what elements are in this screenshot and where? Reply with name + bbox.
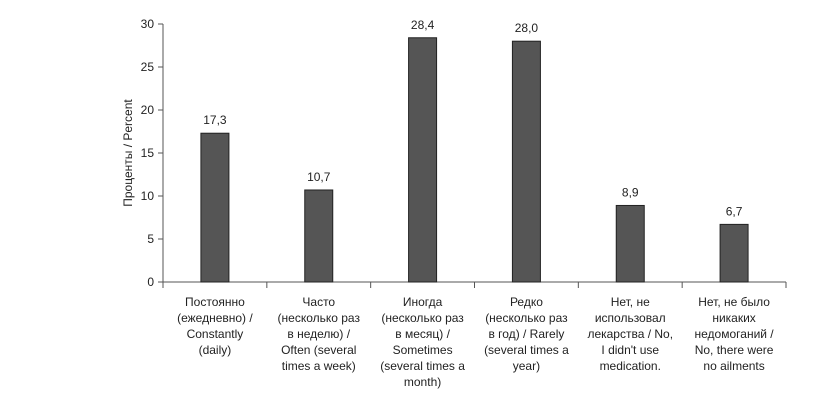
x-category-label: Нет, не использовал лекарства / No, I didn'… <box>587 295 673 373</box>
data-label: 6,7 <box>726 204 743 218</box>
data-label: 28,0 <box>515 21 539 35</box>
y-tick-label: 10 <box>141 189 155 203</box>
x-category-label: Иногда (несколько раз в месяц) / Sometimes(… <box>380 295 465 389</box>
x-category-label: Нет, не было никаких недомоганий / No, ther… <box>695 295 775 373</box>
data-label: 8,9 <box>622 185 639 199</box>
y-tick-label: 0 <box>147 275 154 289</box>
x-category-label: Постоянно (ежедневно) / Constantly (daily) <box>177 295 253 357</box>
x-category-label: Часто (несколько раз в неделю) / Often (sev… <box>278 295 361 373</box>
bar <box>719 223 749 283</box>
data-label: 28,4 <box>411 18 435 32</box>
bar <box>408 37 438 283</box>
y-tick-label: 30 <box>141 17 155 31</box>
data-label: 10,7 <box>307 170 331 184</box>
data-label: 17,3 <box>203 113 227 127</box>
y-tick-label: 5 <box>147 232 154 246</box>
y-tick-label: 25 <box>141 60 155 74</box>
bar <box>304 189 334 283</box>
y-tick-label: 15 <box>141 146 155 160</box>
y-axis-title: Проценты / Percent <box>121 99 135 207</box>
bar <box>200 132 230 283</box>
y-tick-label: 20 <box>141 103 155 117</box>
bar <box>615 204 645 283</box>
x-category-label: Редко (несколько раз в год) / Rarely (sever… <box>484 295 569 373</box>
bar <box>511 40 541 283</box>
